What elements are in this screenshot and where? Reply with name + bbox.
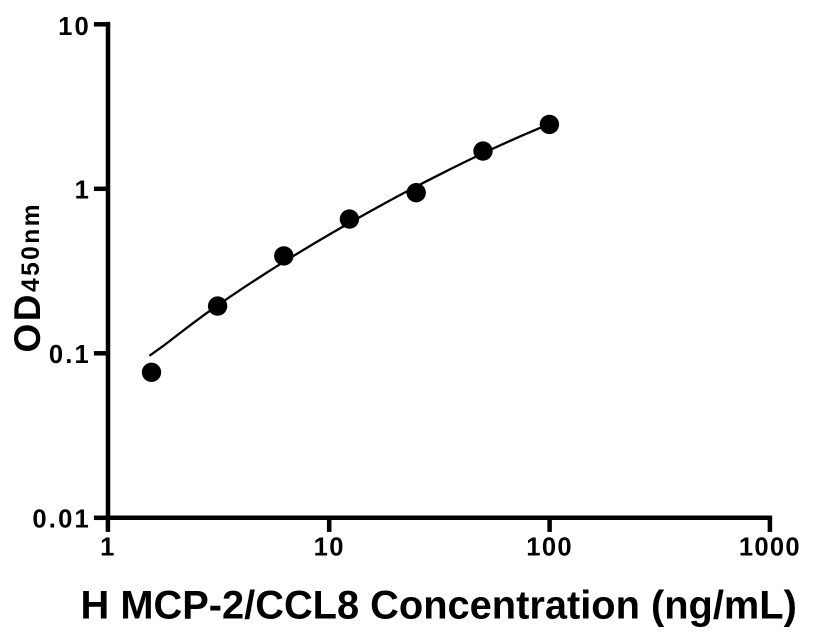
svg-text:1: 1 [100,534,116,562]
svg-text:0.01: 0.01 [32,506,91,534]
svg-text:10: 10 [58,13,91,41]
svg-text:10: 10 [314,534,345,562]
svg-text:H MCP-2/CCL8 Concentration (ng: H MCP-2/CCL8 Concentration (ng/mL) [81,583,797,627]
svg-text:1: 1 [75,177,91,205]
svg-text:0.1: 0.1 [49,341,91,369]
svg-text:1000: 1000 [739,534,801,562]
svg-text:100: 100 [526,534,573,562]
svg-text:OD450nm: OD450nm [7,202,48,352]
